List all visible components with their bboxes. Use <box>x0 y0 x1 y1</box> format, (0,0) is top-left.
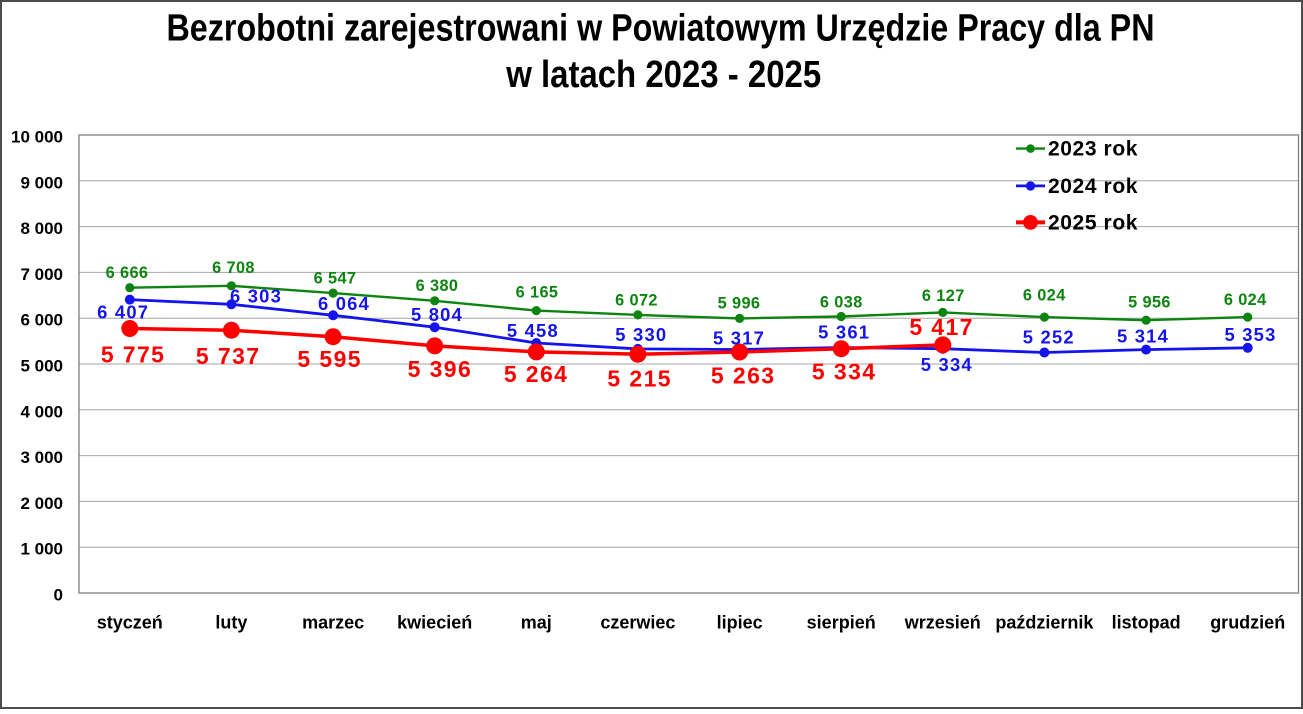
svg-text:5 458: 5 458 <box>507 320 559 341</box>
svg-text:maj: maj <box>521 613 552 633</box>
svg-text:5 330: 5 330 <box>615 324 667 345</box>
svg-text:5 252: 5 252 <box>1023 326 1075 347</box>
svg-text:3 000: 3 000 <box>20 448 63 467</box>
svg-text:6 064: 6 064 <box>318 293 370 314</box>
svg-text:5 775: 5 775 <box>101 341 166 367</box>
svg-text:luty: luty <box>215 613 247 633</box>
svg-text:5 956: 5 956 <box>1128 294 1171 312</box>
svg-text:6 165: 6 165 <box>516 284 559 302</box>
svg-text:6 127: 6 127 <box>922 287 965 305</box>
svg-text:5 334: 5 334 <box>921 354 973 375</box>
svg-text:5 996: 5 996 <box>718 295 761 313</box>
svg-text:2 000: 2 000 <box>20 494 63 513</box>
svg-text:6 072: 6 072 <box>615 291 658 309</box>
svg-text:5 334: 5 334 <box>812 359 877 385</box>
svg-text:wrzesień: wrzesień <box>904 613 981 633</box>
svg-text:6 547: 6 547 <box>314 270 357 288</box>
svg-text:7 000: 7 000 <box>20 265 63 284</box>
svg-text:5 353: 5 353 <box>1224 324 1276 345</box>
svg-text:6 708: 6 708 <box>212 259 255 277</box>
svg-text:5 804: 5 804 <box>411 304 463 325</box>
svg-text:5 737: 5 737 <box>196 343 261 369</box>
svg-text:kwiecień: kwiecień <box>397 613 472 633</box>
svg-text:w latach 2023 - 2025: w latach 2023 - 2025 <box>505 54 821 96</box>
svg-text:6 024: 6 024 <box>1224 291 1267 309</box>
svg-text:październik: październik <box>995 613 1094 633</box>
svg-text:2023 rok: 2023 rok <box>1048 138 1138 161</box>
svg-text:9 000: 9 000 <box>20 173 63 192</box>
svg-text:6 000: 6 000 <box>20 311 63 330</box>
svg-text:5 314: 5 314 <box>1117 326 1169 347</box>
svg-text:5 417: 5 417 <box>909 314 974 340</box>
svg-text:6 024: 6 024 <box>1023 286 1066 304</box>
svg-text:Bezrobotni zarejestrowani w Po: Bezrobotni zarejestrowani w Powiatowym U… <box>167 8 1155 50</box>
svg-text:5 000: 5 000 <box>20 357 63 376</box>
svg-text:5 317: 5 317 <box>713 327 765 348</box>
svg-text:6 666: 6 666 <box>106 264 149 282</box>
svg-text:1 000: 1 000 <box>20 540 63 559</box>
svg-text:5 361: 5 361 <box>818 322 870 343</box>
svg-text:5 215: 5 215 <box>607 366 672 392</box>
svg-text:5 263: 5 263 <box>711 362 776 388</box>
svg-text:2024 rok: 2024 rok <box>1048 175 1138 198</box>
svg-text:2025 rok: 2025 rok <box>1048 211 1138 234</box>
svg-text:6 303: 6 303 <box>230 286 282 307</box>
svg-text:czerwiec: czerwiec <box>600 613 675 633</box>
svg-text:6 038: 6 038 <box>820 294 863 312</box>
svg-text:sierpień: sierpień <box>807 613 876 633</box>
svg-text:6 407: 6 407 <box>97 302 149 323</box>
svg-text:5 264: 5 264 <box>504 361 569 387</box>
svg-text:grudzień: grudzień <box>1210 613 1285 633</box>
svg-text:0: 0 <box>54 586 63 605</box>
svg-text:lipiec: lipiec <box>717 613 763 633</box>
svg-text:6 380: 6 380 <box>416 277 459 295</box>
svg-text:8 000: 8 000 <box>20 219 63 238</box>
svg-text:10 000: 10 000 <box>11 128 63 147</box>
svg-text:5 396: 5 396 <box>408 356 473 382</box>
svg-text:marzec: marzec <box>302 613 364 633</box>
svg-text:styczeń: styczeń <box>97 613 163 633</box>
svg-text:4 000: 4 000 <box>20 402 63 421</box>
svg-text:listopad: listopad <box>1112 613 1181 633</box>
svg-text:5 595: 5 595 <box>297 346 362 372</box>
